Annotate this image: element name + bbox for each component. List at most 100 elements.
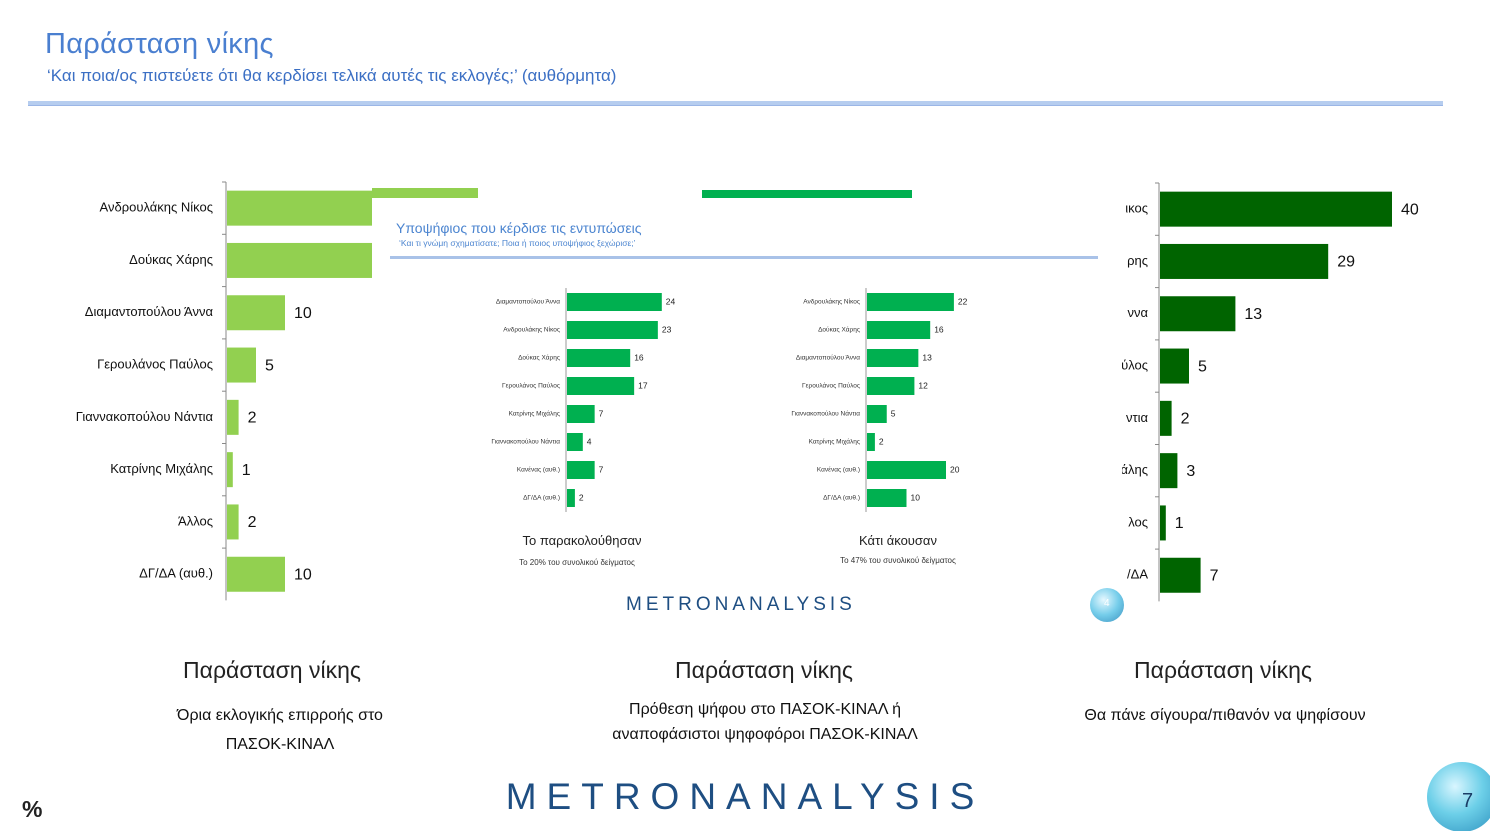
left-category-label: Κατρίνης Μιχάλης — [110, 461, 213, 476]
panel-desc-middle-line1: Πρόθεση ψήφου στο ΠΑΣΟΚ-ΚΙΝΑΛ ή — [629, 701, 901, 718]
right-bar — [1160, 296, 1236, 332]
inset-divider — [390, 256, 1098, 259]
left-category-label: Γερουλάνος Παύλος — [97, 356, 213, 371]
right-data-label: 40 — [1401, 201, 1419, 218]
inset-heard-data-label: 16 — [934, 324, 944, 334]
inset-watched-category-label: ΔΓ/ΔΑ (αυθ.) — [523, 495, 560, 502]
panel-desc-middle-line2: αναποφάσιστοι ψηφοφόροι ΠΑΣΟΚ-ΚΙΝΑΛ — [612, 726, 918, 743]
left-bar — [227, 190, 387, 226]
right-bar — [1160, 453, 1178, 489]
inset-watched-data-label: 23 — [662, 324, 672, 334]
panel-desc-left-line2: ΠΑΣΟΚ-ΚΙΝΑΛ — [225, 736, 335, 753]
inset-watched-bar — [567, 405, 595, 423]
right-bar — [1160, 348, 1189, 384]
panel-title-middle: Παράσταση νίκης — [675, 657, 853, 683]
right-category-label: /ΔΑ — [1127, 567, 1148, 582]
right-data-label: 2 — [1181, 411, 1190, 428]
brand-logo: METRONANALYSIS — [505, 776, 985, 817]
right-data-label: 1 — [1175, 515, 1184, 532]
inset-page-badge — [1090, 588, 1124, 622]
panel-title-left: Παράσταση νίκης — [183, 657, 361, 683]
inset-heard-data-label: 2 — [879, 436, 884, 446]
left-bar — [227, 347, 256, 383]
inset-page-number: 4 — [1104, 598, 1110, 609]
inset-watched-bar — [567, 293, 662, 311]
inset-heard-category-label: Δούκας Χάρης — [818, 326, 860, 334]
right-bar — [1160, 400, 1172, 436]
right-data-label: 3 — [1186, 463, 1195, 480]
left-bar-chart: Ανδρουλάκης Νίκος Δούκας Χάρης Διαμαντοπού… — [76, 181, 387, 601]
inset-slide — [372, 170, 1122, 625]
left-bar — [227, 242, 387, 278]
left-data-label: 10 — [294, 566, 312, 583]
inset-chart-heard: Ανδρουλάκης Νίκος 22 Δούκας Χάρης 16 Διαμαντ… — [791, 288, 968, 512]
panel-desc-left: Όρια εκλογικής επιρροής στο ΠΑΣΟΚ-ΚΙΝΑΛ — [130, 701, 430, 759]
inset-watched-category-label: Κατρίνης Μιχάλης — [509, 410, 560, 418]
inset-heard-data-label: 12 — [918, 380, 928, 390]
panel-desc-right-line1: Θα πάνε σίγουρα/πιθανόν να ψηφίσουν — [1084, 707, 1366, 724]
inset-heard-category-label: Γερουλάνος Παύλος — [802, 382, 860, 390]
left-data-label: 1 — [242, 462, 251, 479]
inset-heard-category-label: Διαμαντοπούλου Άννα — [796, 354, 860, 362]
left-bar — [227, 295, 285, 331]
right-bar — [1160, 557, 1201, 593]
inset-watched-bar — [567, 433, 583, 451]
inset-watched-data-label: 7 — [599, 464, 604, 474]
inset-watched-category-label: Ανδρουλάκης Νίκος — [503, 326, 560, 334]
inset-note-heard: Το 47% του συνολικού δείγματος — [840, 556, 956, 565]
right-bar-chart: ικος 40 ρης 29 ννα 13 ύλος 5 ντια 2 άλης 3 λος 1/ΔΑ 7 — [1122, 182, 1419, 602]
left-category-label: Διαμαντοπούλου Άννα — [85, 304, 214, 319]
inset-watched-data-label: 7 — [599, 408, 604, 418]
right-data-label: 7 — [1210, 567, 1219, 584]
inset-watched-category-label: Γιαννακοπούλου Νάντια — [491, 438, 560, 446]
right-category-label: άλης — [1122, 462, 1148, 477]
left-data-label: 2 — [248, 514, 257, 531]
inset-watched-category-label: Κανένας (αυθ.) — [517, 466, 560, 474]
inset-caption-watched: Το παρακολούθησαν — [522, 533, 642, 548]
right-bar — [1160, 243, 1329, 279]
inset-watched-bar — [567, 377, 635, 395]
inset-heard-category-label: Ανδρουλάκης Νίκος — [803, 298, 860, 306]
left-bar — [227, 556, 285, 592]
left-category-label: Άλλος — [178, 513, 213, 528]
inset-watched-category-label: Γερουλάνος Παύλος — [502, 382, 560, 390]
inset-heard-data-label: 22 — [958, 296, 968, 306]
left-category-label: Ανδρουλάκης Νίκος — [100, 200, 213, 215]
right-category-label: ντια — [1126, 410, 1149, 425]
right-bar — [1160, 191, 1392, 227]
percent-symbol: % — [22, 796, 43, 822]
right-category-label: ννα — [1127, 305, 1148, 320]
left-bar — [227, 452, 233, 488]
inset-watched-bar — [567, 349, 631, 367]
inset-watched-bar — [567, 461, 595, 479]
inset-heard-bar — [867, 349, 919, 367]
inset-watched-bar — [567, 489, 575, 507]
page-title: Παράσταση νίκης — [45, 28, 274, 60]
left-category-label: Γιαννακοπούλου Νάντια — [76, 409, 214, 424]
inset-heard-data-label: 13 — [922, 352, 932, 362]
inset-heard-category-label: Κανένας (αυθ.) — [817, 466, 860, 474]
inset-heard-bar — [867, 321, 931, 339]
inset-title: Υποψήφιος που κέρδισε τις εντυπώσεις — [396, 220, 642, 236]
inset-caption-heard: Κάτι άκουσαν — [859, 533, 937, 548]
left-category-label: ΔΓ/ΔΑ (αυθ.) — [139, 566, 213, 581]
right-category-label: λος — [1128, 514, 1148, 529]
panel-desc-right: Θα πάνε σίγουρα/πιθανόν να ψηφίσουν — [1040, 701, 1410, 730]
page-badge — [1427, 762, 1490, 831]
inset-heard-bar — [867, 461, 946, 479]
inset-watched-category-label: Διαμαντοπούλου Άννα — [496, 298, 560, 306]
inset-subtitle: ‘Και τι γνώμη σχηματίσατε; Ποια ή ποιος … — [399, 238, 636, 248]
inset-heard-data-label: 10 — [911, 492, 921, 502]
inset-watched-data-label: 2 — [579, 492, 584, 502]
inset-heard-data-label: 5 — [891, 408, 896, 418]
panel-desc-left-line1: Όρια εκλογικής επιρροής στο — [177, 707, 383, 724]
page-subtitle: ‘Και ποια/ος πιστεύετε ότι θα κερδίσει τ… — [47, 66, 617, 85]
right-category-label: ικος — [1125, 201, 1148, 216]
right-data-label: 29 — [1337, 254, 1355, 271]
left-data-label: 10 — [294, 305, 312, 322]
panel-title-right: Παράσταση νίκης — [1134, 657, 1312, 683]
inset-top-bar-left — [372, 188, 478, 198]
left-data-label: 2 — [248, 410, 257, 427]
inset-watched-data-label: 17 — [638, 380, 648, 390]
